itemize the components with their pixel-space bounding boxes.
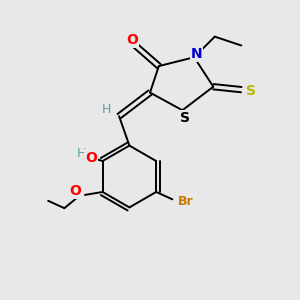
Text: O: O	[126, 33, 138, 47]
Text: N: N	[191, 47, 202, 61]
Text: H: H	[77, 147, 86, 160]
Text: O: O	[85, 151, 98, 164]
Text: H: H	[102, 103, 111, 116]
Text: O: O	[69, 184, 81, 198]
Text: Br: Br	[178, 195, 194, 208]
Text: S: S	[180, 112, 190, 125]
Text: S: S	[246, 84, 256, 98]
